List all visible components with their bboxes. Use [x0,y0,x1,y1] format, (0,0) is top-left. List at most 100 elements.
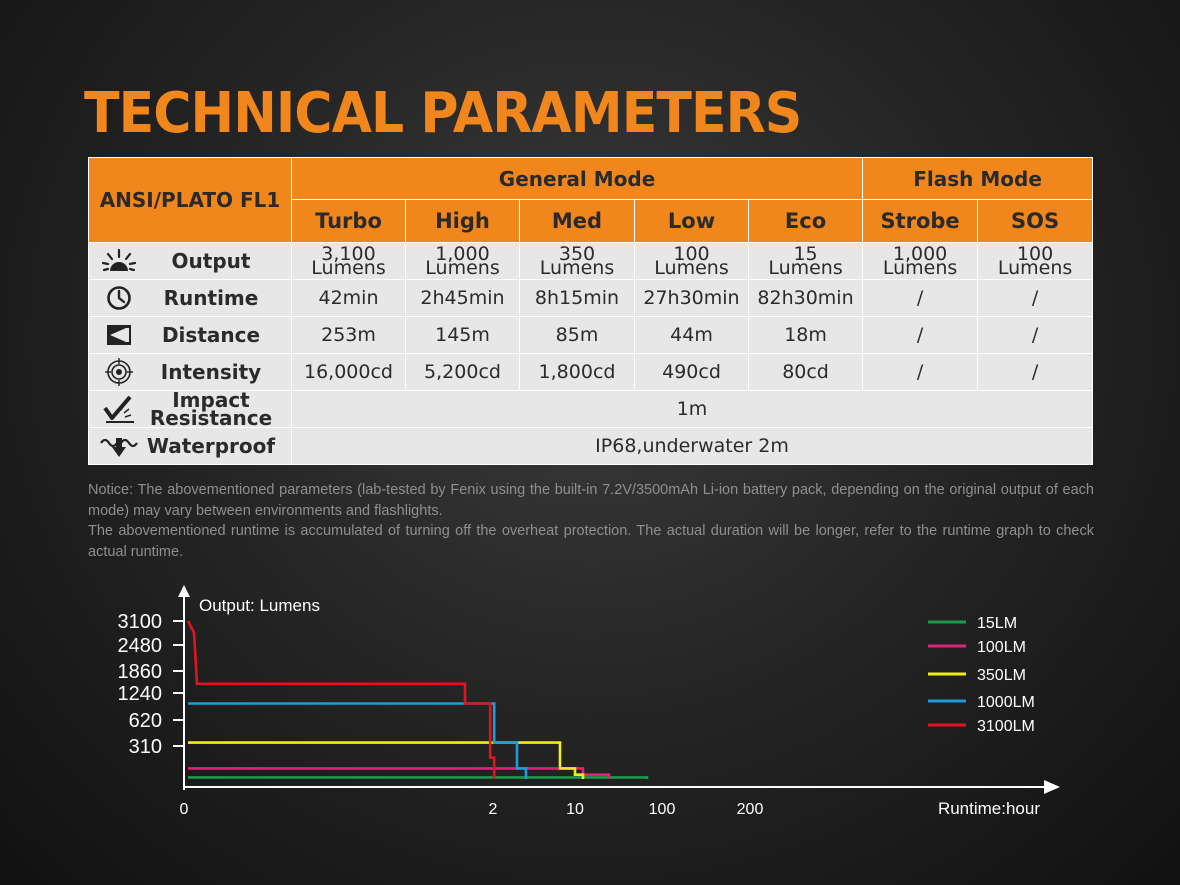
x-tick-label: 100 [649,801,676,818]
beam-distance-icon [90,324,142,346]
runtime-chart: Output: Lumens Runtime:hour 310024801860… [118,585,1060,818]
x-tick-label: 200 [737,801,764,818]
row-label-output: Output [88,242,292,280]
cell-runtime-sos: / [977,279,1094,317]
y-tick-label: 3100 [118,611,163,633]
y-tick-label: 1860 [118,661,163,683]
cell-distance-strobe: / [862,316,979,354]
x-tick-label: 2 [489,801,498,818]
mode-header-turbo: Turbo [291,199,406,243]
row-label-text: Runtime [163,286,259,310]
cell-runtime-high: 2h45min [405,279,520,317]
mode-header-med: Med [519,199,635,243]
mode-header-low: Low [634,199,749,243]
page-title: TECHNICAL PARAMETERS [84,81,802,146]
mode-header-strobe: Strobe [862,199,979,243]
row-label-text: Output [171,249,251,273]
mode-header-eco: Eco [747,199,864,243]
cell-distance-med: 85m [519,316,635,354]
series-line-350lm [188,741,585,779]
table-row-output: Output 3,100 Lumens 1,000 Lumens 350 Lumens… [88,242,1094,280]
series-lines [186,620,649,779]
legend-label: 15LM [977,615,1017,632]
group-header-flash: Flash Mode [862,157,1094,200]
cell-output-high: 1,000 Lumens [405,242,520,280]
cell-output-low: 100 Lumens [634,242,749,280]
cell-distance-high: 145m [405,316,520,354]
row-label-text: Intensity [160,360,262,384]
table-row-runtime: Runtime 42min 2h45min 8h15min 27h30min 8… [88,279,1094,317]
row-label-text: Distance [161,323,261,347]
legend-label: 350LM [977,667,1026,684]
legend: 15LM 100LM 350LM 1000LM 3100LM [928,615,1035,735]
table-row-intensity: Intensity 16,000cd 5,200cd 1,800cd 490cd… [88,353,1094,391]
cell-waterproof-value: IP68,underwater 2m [290,427,1094,465]
row-label-impact: Impact Resistance [88,390,292,428]
y-axis-arrow-icon [178,585,190,597]
cell-output-turbo: 3,100 Lumens [291,242,406,280]
row-label-runtime: Runtime [88,279,292,317]
row-label-text: Waterproof [146,434,276,458]
cell-distance-turbo: 253m [291,316,406,354]
x-tick-label: 10 [566,801,584,818]
x-axis-label: Runtime:hour [938,799,1040,818]
cell-intensity-high: 5,200cd [405,353,520,391]
cell-intensity-sos: / [977,353,1094,391]
series-line-15lm [188,776,649,779]
y-tick-label: 2480 [118,635,163,657]
series-line-1000lm [188,702,528,779]
cell-runtime-eco: 82h30min [747,279,864,317]
table-row-distance: Distance 253m 145m 85m 44m 18m / / [88,316,1094,354]
y-tick-label: 620 [129,710,162,732]
light-burst-icon [90,249,142,273]
cell-intensity-eco: 80cd [747,353,864,391]
target-icon [90,357,142,387]
cell-impact-value: 1m [290,390,1094,428]
x-axis-arrow-icon [1044,780,1060,794]
cell-distance-eco: 18m [747,316,864,354]
mode-header-high: High [405,199,520,243]
y-axis-label: Output: Lumens [199,596,320,615]
table-row-waterproof: Waterproof IP68,underwater 2m [88,427,1094,465]
group-header-general: General Mode [290,157,864,200]
cell-intensity-low: 490cd [634,353,749,391]
cell-runtime-low: 27h30min [634,279,749,317]
cell-runtime-turbo: 42min [291,279,406,317]
cell-distance-low: 44m [634,316,749,354]
series-line-3100lm [186,620,496,779]
cell-output-eco: 15 Lumens [747,242,864,280]
table-row-impact: Impact Resistance 1m [88,390,1094,428]
row-label-waterproof: Waterproof [88,427,292,465]
notice-line-1: Notice: The abovementioned parameters (l… [88,482,1094,519]
legend-label: 3100LM [977,718,1035,735]
cell-runtime-strobe: / [862,279,979,317]
row-label-intensity: Intensity [88,353,292,391]
cell-output-strobe: 1,000 Lumens [862,242,979,280]
y-tick-label: 310 [129,736,162,758]
cell-output-med: 350 Lumens [519,242,635,280]
cell-intensity-strobe: / [862,353,979,391]
cell-runtime-med: 8h15min [519,279,635,317]
mode-header-sos: SOS [977,199,1094,243]
clock-icon [90,285,142,311]
legend-label: 1000LM [977,694,1035,711]
cell-intensity-turbo: 16,000cd [291,353,406,391]
row-label-distance: Distance [88,316,292,354]
cell-distance-sos: / [977,316,1094,354]
y-tick-label: 1240 [118,683,163,705]
header-row-groups: ANSI/PLATO FL1 General Mode Flash Mode [88,157,1094,243]
impact-drop-icon [90,394,142,424]
parameters-table: ANSI/PLATO FL1 General Mode Flash Mode T… [88,157,1094,465]
header-row-modes: Turbo High Med Low Eco Strobe SOS [89,199,1094,243]
notice-line-2: The abovementioned runtime is accumulate… [88,523,1094,560]
legend-label: 100LM [977,639,1026,656]
corner-header: ANSI/PLATO FL1 [88,157,292,243]
notice-text: Notice: The abovementioned parameters (l… [88,480,1094,562]
cell-intensity-med: 1,800cd [519,353,635,391]
row-label-text: Impact Resistance [149,390,273,428]
waterproof-icon [90,434,142,458]
cell-output-sos: 100 Lumens [977,242,1094,280]
x-tick-label: 0 [180,801,189,818]
x-ticks: 0 2 10 100 200 [180,801,764,818]
